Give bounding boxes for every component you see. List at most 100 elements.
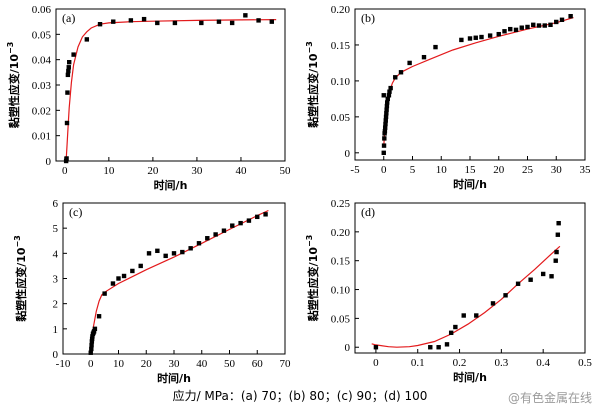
panel-4-data-point — [490, 301, 496, 306]
panel-2-data-point — [381, 93, 386, 98]
panel-2: -5 0 5 10 15 20 25 30 35 0 0.05 0.10 0.15 0.20 (b) 时间/h… — [305, 4, 591, 191]
panel-4-data-point — [556, 220, 561, 226]
panel-4-y-axis-label: 黏塑性应变/10−3 — [305, 235, 320, 322]
panel-4-data-point — [554, 249, 559, 255]
panel-2-data-point — [519, 25, 524, 30]
panel-2-data-point — [386, 93, 392, 98]
panel-2-data-point — [473, 35, 478, 40]
panel-3-data-point — [238, 220, 243, 226]
panel-1-data-point — [216, 19, 222, 24]
panel-1-data-point — [65, 90, 70, 95]
figure-caption: 应力/ MPa：(a) 70；(b) 80；(c) 90；(d) 100 — [172, 389, 428, 403]
panel-1-data-point — [64, 120, 70, 126]
panel-3-data-point — [90, 334, 95, 339]
panel-2-x-tick-label: -5 — [350, 164, 360, 176]
panel-4-frame — [354, 202, 586, 354]
panel-4-x-tick-label: 0.2 — [453, 357, 467, 369]
panel-3-data-point — [88, 350, 93, 355]
panel-2-x-tick-label: 5 — [410, 164, 416, 176]
panel-4-data-point — [436, 345, 441, 350]
panel-1-y-tick-label: 0.06 — [32, 4, 52, 16]
panel-4-data-point — [540, 271, 546, 277]
panel-2-data-point — [548, 22, 553, 28]
panel-1-x-tick-label: 30 — [191, 165, 203, 177]
panel-4-fit-curve — [371, 245, 561, 348]
panel-2-data-point — [407, 60, 412, 66]
panel-2-frame — [354, 8, 586, 161]
panel-4-data-point — [428, 345, 433, 350]
panel-1-x-axis-label: 时间/h — [154, 178, 188, 192]
panel-2-data-point — [383, 121, 388, 127]
panel-2-data-point — [479, 34, 484, 40]
panel-3-y-tick-label: 6 — [53, 198, 59, 210]
panel-2-x-tick-label: 20 — [493, 164, 505, 176]
panel-3-data-point — [205, 236, 210, 241]
panel-2-data-point — [433, 44, 438, 50]
panel-2-data-point — [384, 107, 389, 112]
panel-3-data-point — [146, 251, 152, 256]
panel-1: 0 10 20 30 40 50 0 0.01 0.02 0.03 0.04 0.05 0.06 (a) 时… — [6, 4, 291, 192]
panel-1-data-point — [67, 60, 72, 65]
panel-3-data-point — [213, 232, 218, 237]
panel-1-data-point — [141, 16, 147, 22]
panel-3-data-point — [96, 314, 102, 319]
panel-4-data-point — [444, 342, 450, 347]
panel-2-data-point — [559, 17, 565, 22]
panel-4-y-axis-exponent: −3 — [305, 235, 314, 247]
panel-3-data-point — [171, 251, 177, 256]
panel-3-y-tick-label: 2 — [53, 299, 59, 311]
panel-3-data-point — [89, 342, 94, 348]
panel-3-y-tick-label: 5 — [53, 223, 59, 235]
panel-1-data-point — [155, 20, 160, 26]
panel-4: 0 0.1 0.2 0.3 0.4 0.5 0 0.05 0.10 0.15 0.20 0.25 (d)… — [305, 198, 592, 384]
panel-2-x-tick-label: 0 — [381, 164, 387, 176]
panel-2-data-point — [381, 143, 387, 148]
panel-2-x-tick-label: 30 — [551, 164, 563, 176]
panel-1-data-point — [243, 13, 248, 18]
panel-3-data-point — [221, 228, 227, 233]
panel-2-data-point — [388, 85, 393, 91]
panel-2-y-axis-exponent: −3 — [305, 41, 314, 53]
panel-2-x-tick-label: 10 — [436, 164, 448, 176]
panel-4-data-point — [515, 281, 521, 286]
panel-2-y-tick-label: 0 — [345, 148, 351, 160]
panel-1-data-point — [199, 20, 204, 26]
panel-2-data-point — [508, 26, 513, 32]
panel-1-data-point — [66, 65, 71, 70]
panel-4-data-point — [549, 274, 554, 279]
panel-2-x-tick-label: 25 — [522, 164, 534, 176]
panel-3-x-tick-label: 30 — [169, 358, 181, 370]
panel-3-y-tick-label: 1 — [53, 324, 59, 336]
panel-3-x-tick-label: 40 — [196, 358, 208, 370]
panel-1-data-point — [63, 158, 69, 164]
panel-3-data-point — [89, 339, 95, 344]
panel-1-x-tick-label: 40 — [235, 165, 247, 177]
panel-1-data-point — [128, 18, 134, 23]
panel-3-data-point — [230, 223, 235, 228]
panel-3-data-point — [180, 249, 185, 255]
panel-2-y-tick-label: 0.05 — [331, 112, 351, 124]
panel-4-y-tick-label: 0.25 — [331, 198, 351, 210]
panel-2-data-point — [459, 37, 464, 43]
panel-3-data-point — [89, 346, 94, 352]
panel-2-x-tick-label: 15 — [465, 164, 477, 176]
panel-1-x-tick-label: 10 — [103, 165, 115, 177]
panel-4-x-tick-label: 0.5 — [578, 357, 592, 369]
panel-1-data-point — [172, 20, 178, 26]
panel-1-fit-curve — [65, 19, 277, 162]
panel-3-y-axis-label: 黏塑性应变/10−3 — [13, 235, 28, 322]
panel-2-x-axis-label: 时间/h — [453, 177, 487, 191]
panel-1-y-tick-label: 0.05 — [32, 29, 52, 41]
watermark: @有色金属在线 — [507, 391, 592, 405]
panel-2-data-point — [554, 19, 559, 25]
panel-3-data-point — [130, 268, 135, 274]
panel-3: -10 0 10 20 30 40 50 60 700123456(c)时间/h黏塑性应变/10… — [13, 198, 291, 385]
panel-4-label: (d) — [361, 205, 375, 219]
panel-4-x-tick-label: 0 — [373, 357, 379, 369]
panel-2-data-point — [382, 129, 388, 134]
panel-2-data-point — [502, 29, 507, 34]
panel-1-frame — [55, 8, 286, 162]
panel-2-label: (b) — [361, 11, 375, 25]
panel-3-x-tick-label: 50 — [224, 358, 236, 370]
